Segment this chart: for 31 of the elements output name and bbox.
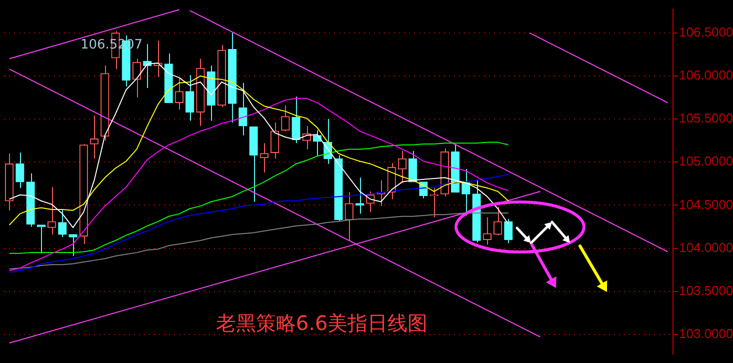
candlestick — [164, 53, 173, 104]
candlestick — [217, 44, 226, 108]
candlestick — [292, 96, 300, 144]
y-tick-label: 106.0000 — [679, 68, 733, 83]
candlestick — [238, 82, 248, 136]
candlestick — [472, 180, 481, 243]
candlestick — [260, 142, 268, 173]
candlestick — [281, 104, 290, 132]
candlestick — [206, 65, 216, 122]
candlestick — [504, 218, 513, 244]
y-tick-label: 103.5000 — [679, 282, 733, 298]
y-tick-label: 104.0000 — [679, 240, 733, 255]
candlestick — [4, 153, 14, 211]
candlestick — [68, 234, 78, 257]
candlestick — [100, 65, 110, 142]
candlestick — [196, 58, 205, 126]
y-tick-label: 106.5000 — [679, 24, 733, 40]
candlestick — [249, 126, 258, 202]
candlestick — [26, 172, 35, 228]
y-tick-label: 103.0000 — [679, 326, 733, 341]
candlestick — [270, 122, 280, 160]
candlestick — [16, 152, 24, 188]
text: 老黑策略6.6美指日线图 — [216, 311, 428, 336]
candlestick — [79, 144, 88, 244]
candlestick — [186, 74, 194, 122]
y-tick-label: 104.5000 — [679, 196, 733, 212]
y-tick-label: 105.0000 — [679, 154, 733, 169]
candlestick — [132, 58, 142, 98]
y-tick-label: 105.5000 — [679, 110, 733, 126]
candlestick — [344, 192, 354, 241]
candlestick — [228, 32, 237, 123]
